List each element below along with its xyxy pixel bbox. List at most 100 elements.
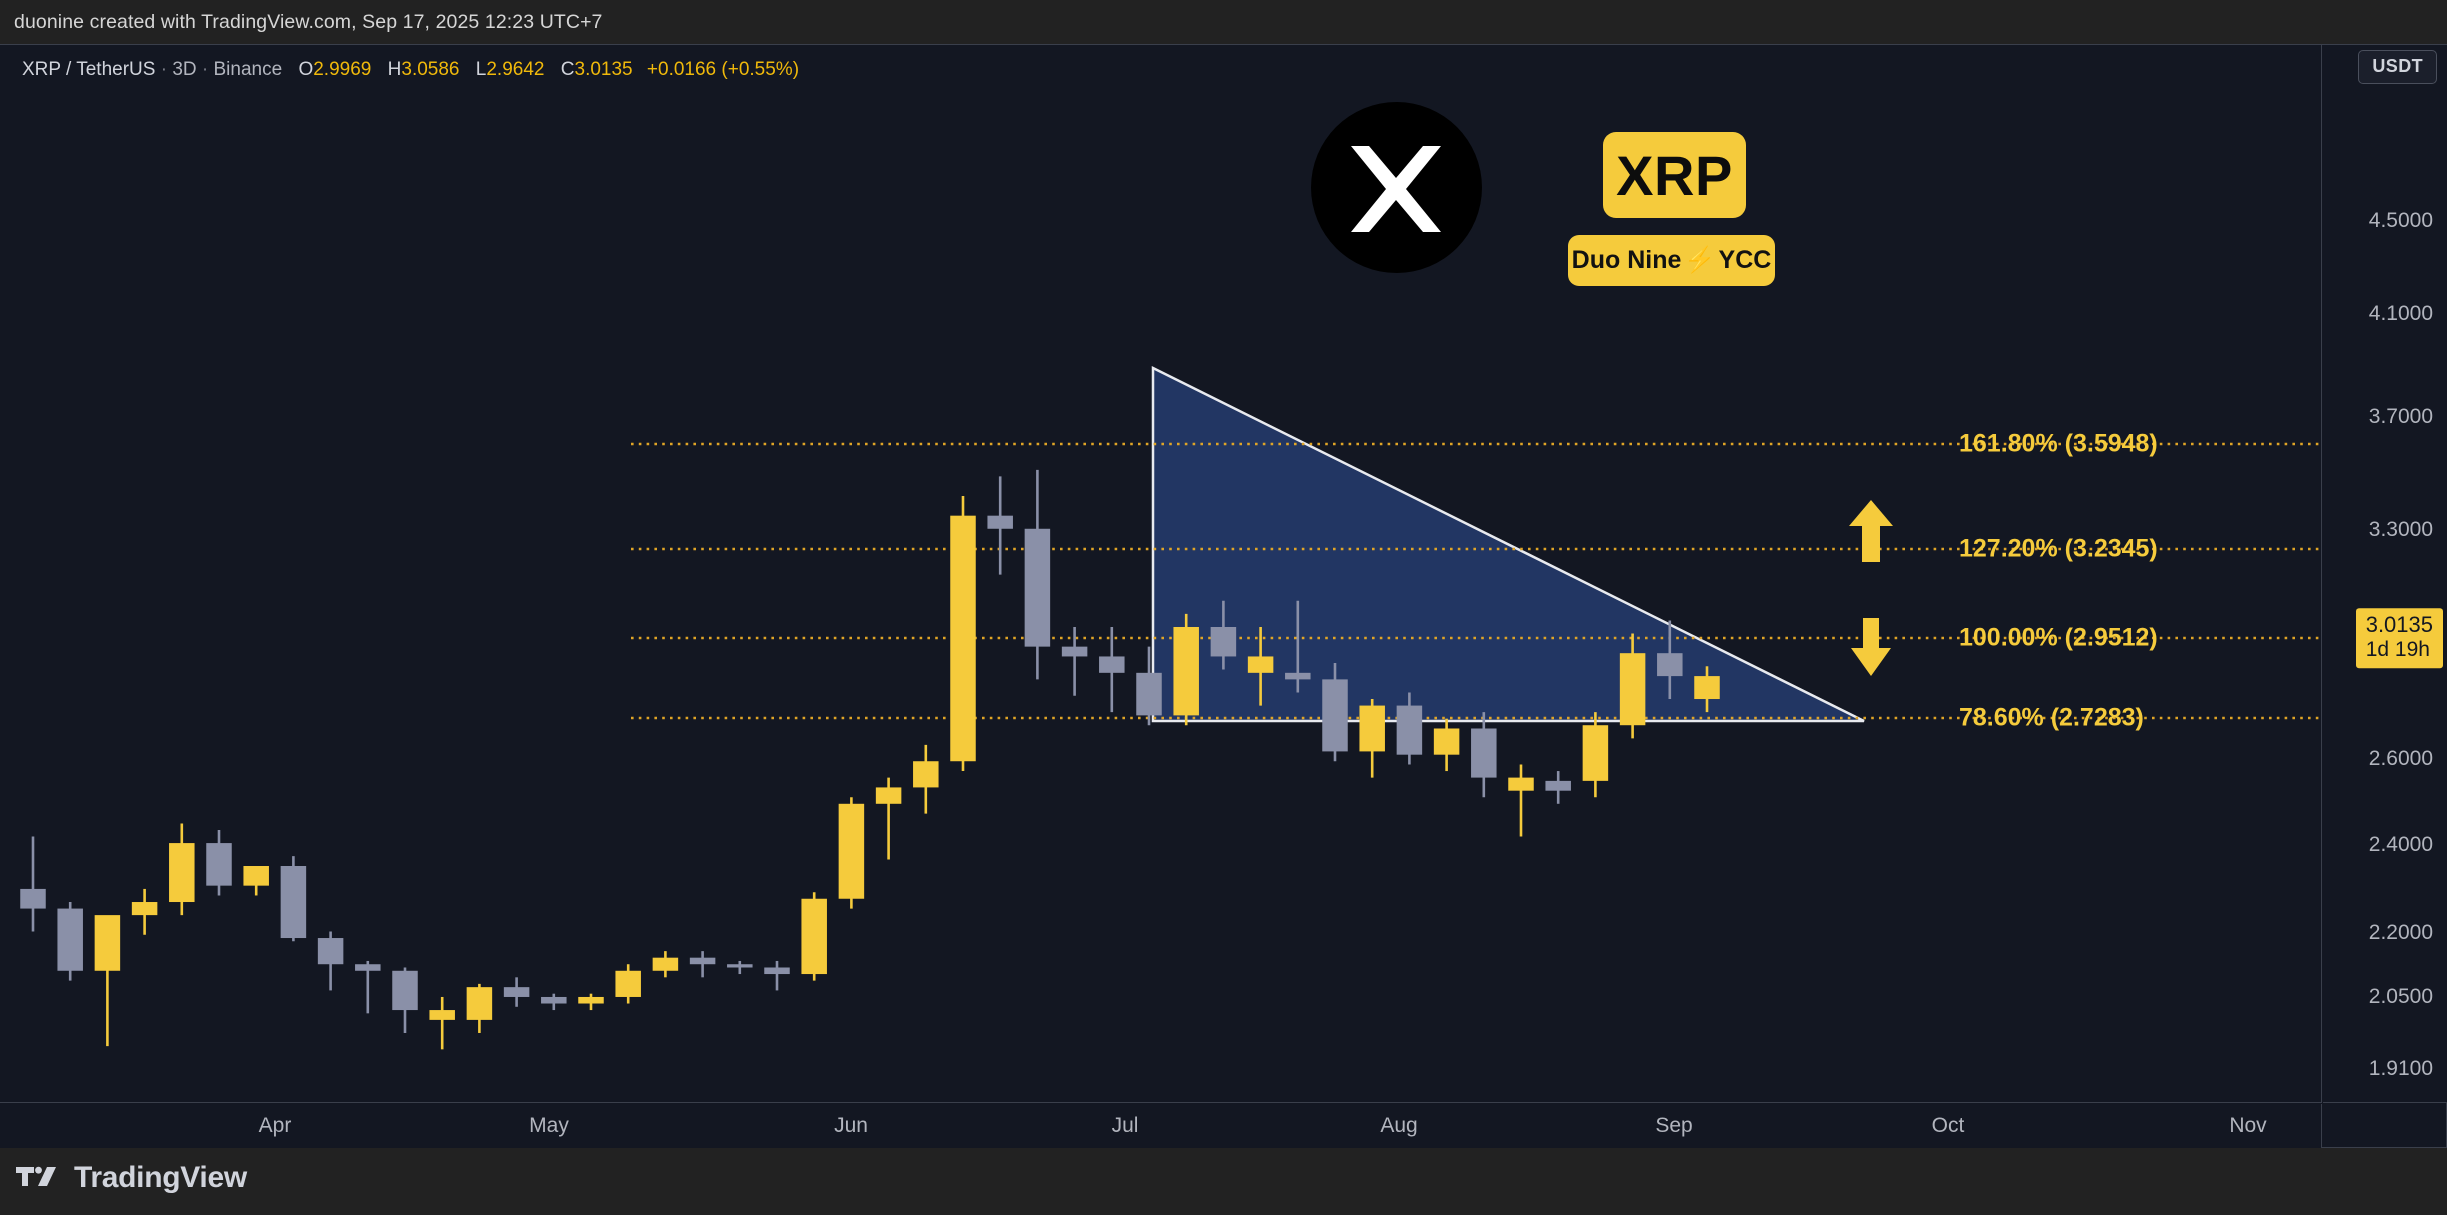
chart-legend: XRP / TetherUS · 3D · Binance O2.9969 H3… bbox=[22, 59, 799, 81]
time-tick: Jul bbox=[1111, 1114, 1139, 1137]
candlestick[interactable] bbox=[1136, 646, 1162, 726]
legend-separator-1: · bbox=[160, 59, 168, 80]
candlestick[interactable] bbox=[392, 967, 418, 1033]
fib-level-label: 100.00% (2.9512) bbox=[1959, 623, 2158, 652]
candlestick[interactable] bbox=[838, 797, 865, 909]
tradingview-mark-icon bbox=[16, 1166, 56, 1186]
candlestick[interactable] bbox=[355, 960, 381, 1014]
candlestick-plot bbox=[20, 365, 2321, 1050]
lightning-bolt-icon: ⚡ bbox=[1684, 246, 1716, 274]
candlestick[interactable] bbox=[1582, 712, 1609, 798]
candlestick[interactable] bbox=[503, 977, 530, 1007]
candlestick[interactable] bbox=[280, 856, 307, 942]
candlestick[interactable] bbox=[727, 960, 753, 975]
legend-high-value: 3.0586 bbox=[401, 59, 460, 80]
candlestick[interactable] bbox=[169, 823, 195, 916]
time-tick: Aug bbox=[1380, 1114, 1418, 1137]
tradingview-logo[interactable]: TradingView bbox=[16, 1161, 247, 1195]
candlestick[interactable] bbox=[913, 744, 939, 814]
fib-level-label: 78.60% (2.7283) bbox=[1959, 703, 2144, 732]
candlestick[interactable] bbox=[615, 964, 641, 1004]
currency-badge[interactable]: USDT bbox=[2358, 50, 2437, 84]
author-prefix: Duo Nine bbox=[1571, 246, 1682, 274]
legend-high-label: H bbox=[387, 59, 402, 80]
arrow-up-icon bbox=[1849, 500, 1893, 562]
time-scale[interactable]: Apr May Jun Jul Aug Sep Oct Nov bbox=[0, 1104, 2322, 1148]
legend-change: +0.0166 (+0.55%) bbox=[646, 59, 800, 80]
candlestick[interactable] bbox=[875, 777, 902, 860]
price-scale[interactable]: USDT 4.50004.10003.70003.30002.80002.600… bbox=[2323, 45, 2447, 1103]
candlestick[interactable] bbox=[94, 915, 121, 1047]
chart-pane[interactable]: XRP / TetherUS · 3D · Binance O2.9969 H3… bbox=[0, 45, 2322, 1103]
time-tick: Nov bbox=[2229, 1114, 2267, 1137]
legend-symbol[interactable]: XRP / TetherUS bbox=[22, 59, 156, 80]
bar-countdown: 1d 19h bbox=[2365, 638, 2430, 662]
price-tick: 2.2000 bbox=[2368, 921, 2433, 944]
candlestick[interactable] bbox=[764, 960, 790, 991]
price-tick: 2.0500 bbox=[2368, 985, 2433, 1008]
price-tick: 3.3000 bbox=[2368, 518, 2433, 541]
descending-triangle-pattern[interactable] bbox=[1151, 365, 1865, 723]
author-badge: Duo Nine ⚡ YCC bbox=[1568, 235, 1775, 286]
legend-exchange[interactable]: Binance bbox=[213, 59, 283, 80]
xrp-glyph-icon bbox=[1351, 146, 1441, 232]
candlestick[interactable] bbox=[1061, 626, 1088, 696]
candlestick[interactable] bbox=[1099, 626, 1125, 713]
candlestick[interactable] bbox=[1359, 699, 1385, 778]
candlestick[interactable] bbox=[1024, 469, 1051, 680]
author-suffix: YCC bbox=[1718, 246, 1772, 274]
current-price-value: 3.0135 bbox=[2365, 612, 2433, 638]
arrow-down-icon bbox=[1851, 618, 1891, 676]
price-tick: 4.1000 bbox=[2368, 302, 2433, 325]
current-price-badge: 3.0135 1d 19h bbox=[2355, 608, 2443, 668]
candlestick[interactable] bbox=[1694, 666, 1720, 713]
attribution-text: duonine created with TradingView.com, Se… bbox=[0, 0, 2447, 44]
candlestick[interactable] bbox=[57, 902, 83, 981]
candlestick[interactable] bbox=[131, 888, 158, 935]
candlestick[interactable] bbox=[466, 983, 493, 1033]
candlestick[interactable] bbox=[1545, 771, 1571, 804]
candlestick[interactable] bbox=[578, 993, 604, 1011]
tradingview-wordmark: TradingView bbox=[74, 1161, 247, 1194]
candlestick[interactable] bbox=[429, 996, 455, 1050]
time-tick: Oct bbox=[1931, 1114, 1965, 1137]
candlestick[interactable] bbox=[1657, 620, 1683, 700]
candlestick[interactable] bbox=[1247, 626, 1274, 706]
candlestick[interactable] bbox=[1322, 663, 1348, 762]
candlestick[interactable] bbox=[950, 496, 976, 772]
candlestick[interactable] bbox=[987, 476, 1013, 575]
candlestick[interactable] bbox=[20, 836, 46, 932]
candlestick[interactable] bbox=[541, 993, 567, 1011]
xrp-ticker-badge: XRP bbox=[1603, 132, 1746, 218]
candlestick[interactable] bbox=[1210, 600, 1237, 670]
time-tick: Apr bbox=[258, 1114, 292, 1137]
candlestick[interactable] bbox=[1396, 692, 1423, 765]
candlestick[interactable] bbox=[317, 931, 344, 991]
chart-frame: XRP / TetherUS · 3D · Binance O2.9969 H3… bbox=[0, 44, 2447, 1148]
time-tick: May bbox=[529, 1114, 569, 1137]
candlestick[interactable] bbox=[1619, 633, 1646, 739]
fib-level-label: 127.20% (3.2345) bbox=[1959, 534, 2158, 563]
candlestick[interactable] bbox=[689, 951, 716, 978]
legend-low-label: L bbox=[475, 59, 487, 80]
price-tick: 4.5000 bbox=[2368, 209, 2433, 232]
candlestick[interactable] bbox=[1433, 718, 1460, 772]
legend-low-value: 2.9642 bbox=[486, 59, 545, 80]
legend-close-value: 3.0135 bbox=[574, 59, 633, 80]
candlestick[interactable] bbox=[206, 829, 232, 896]
price-tick: 2.4000 bbox=[2368, 833, 2433, 856]
candlestick[interactable] bbox=[243, 866, 269, 896]
candlestick[interactable] bbox=[801, 892, 827, 981]
candlestick[interactable] bbox=[652, 951, 679, 978]
price-tick: 3.7000 bbox=[2368, 405, 2433, 428]
legend-separator-2: · bbox=[201, 59, 209, 80]
candlestick[interactable] bbox=[1285, 600, 1311, 693]
legend-open-value: 2.9969 bbox=[313, 59, 372, 80]
candlestick[interactable] bbox=[1173, 613, 1199, 726]
price-tick: 2.6000 bbox=[2368, 747, 2433, 770]
candlestick[interactable] bbox=[1471, 712, 1497, 798]
legend-interval[interactable]: 3D bbox=[172, 59, 197, 80]
candlestick[interactable] bbox=[1508, 764, 1534, 837]
xrp-logo bbox=[1311, 102, 1482, 273]
